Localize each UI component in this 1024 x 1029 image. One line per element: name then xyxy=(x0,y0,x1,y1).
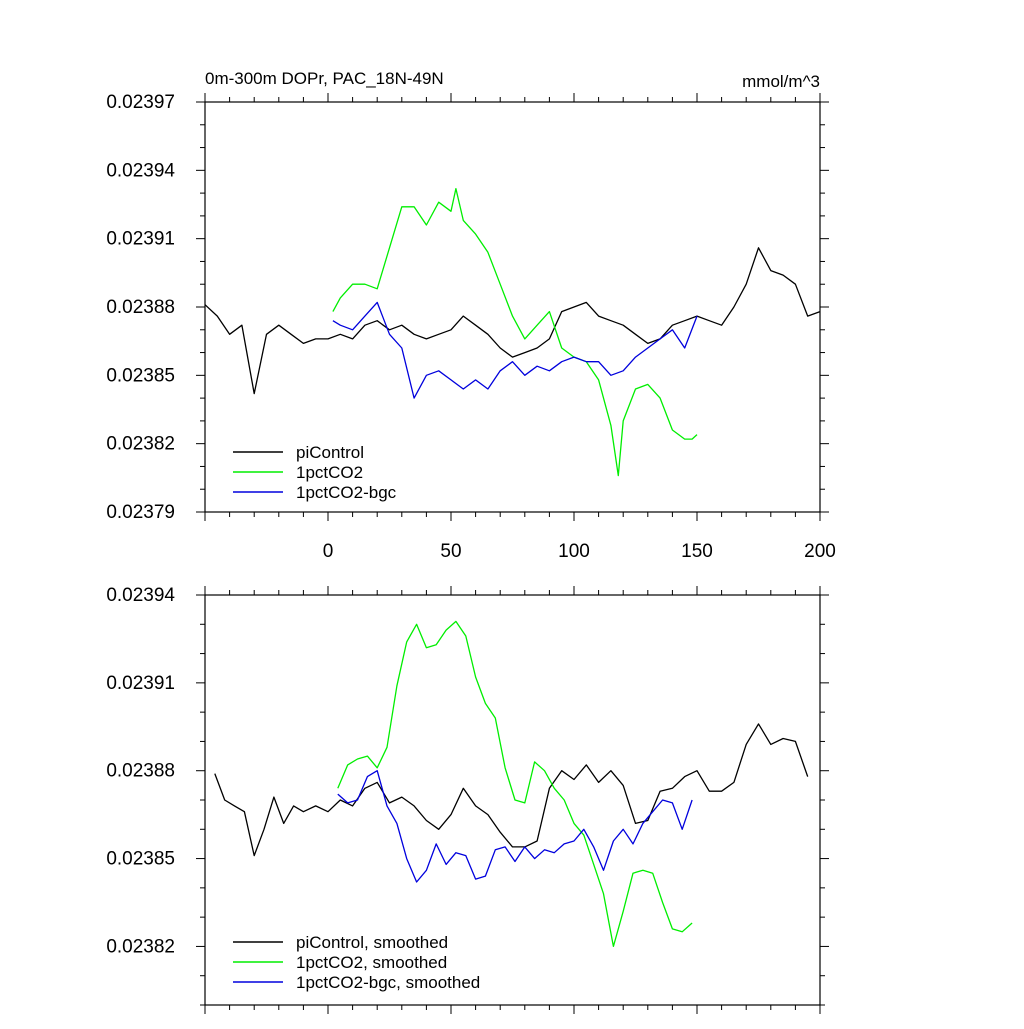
y-tick-label: 0.02394 xyxy=(106,160,175,181)
ticks-top xyxy=(196,93,829,521)
series-line-1pctco2-smoothed xyxy=(337,620,693,948)
y-tick-label: 0.02382 xyxy=(106,936,175,957)
legend-label: piControl, smoothed xyxy=(296,933,448,952)
series-lines-top xyxy=(204,187,821,477)
legend-label: 1pctCO2-bgc, smoothed xyxy=(296,973,480,992)
y-tick-label: 0.02397 xyxy=(106,92,175,113)
series-line-1pctco2-bgc xyxy=(332,301,698,399)
y-tick-label: 0.02388 xyxy=(106,297,175,318)
y-tick-labels-bottom: 0.02382 0.02385 0.02388 0.02391 0.02394 xyxy=(106,585,175,957)
y-tick-label: 0.02388 xyxy=(106,761,175,782)
x-tick-label: 50 xyxy=(440,541,461,562)
ticks-bottom xyxy=(196,586,829,1014)
x-tick-label: 200 xyxy=(804,541,836,562)
y-tick-label: 0.02391 xyxy=(106,673,175,694)
y-tick-label: 0.02385 xyxy=(106,849,175,870)
y-tick-label: 0.02394 xyxy=(106,585,175,606)
y-tick-labels-top: 0.02379 0.02382 0.02385 0.02388 0.02391 0.023… xyxy=(106,92,175,523)
series-lines-bottom xyxy=(214,620,809,948)
panel-bottom: 0.02382 0.02385 0.02388 0.02391 0.02394 piCo… xyxy=(106,585,829,1014)
x-tick-labels-top: 0 50 100 150 200 xyxy=(323,541,836,562)
y-tick-label: 0.02382 xyxy=(106,434,175,455)
x-tick-label: 150 xyxy=(681,541,713,562)
legend-label: 1pctCO2 xyxy=(296,463,363,482)
x-tick-label: 0 xyxy=(323,541,334,562)
x-tick-label: 100 xyxy=(558,541,590,562)
series-line-picontrol xyxy=(204,247,821,395)
series-line-1pctco2 xyxy=(332,187,698,477)
y-tick-label: 0.02385 xyxy=(106,365,175,386)
y-tick-label: 0.02379 xyxy=(106,502,175,523)
legend-label: 1pctCO2-bgc xyxy=(296,483,397,502)
legend-label: 1pctCO2, smoothed xyxy=(296,953,447,972)
panel-top: 0m-300m DOPr, PAC_18N-49N mmol/m^3 0.023… xyxy=(106,69,836,562)
units-label: mmol/m^3 xyxy=(742,72,820,91)
series-line-picontrol-smoothed xyxy=(214,723,809,857)
chart-title: 0m-300m DOPr, PAC_18N-49N xyxy=(205,69,444,88)
series-line-1pctco2-bgc-smoothed xyxy=(337,770,693,883)
legend-label: piControl xyxy=(296,443,364,462)
y-tick-label: 0.02391 xyxy=(106,229,175,250)
